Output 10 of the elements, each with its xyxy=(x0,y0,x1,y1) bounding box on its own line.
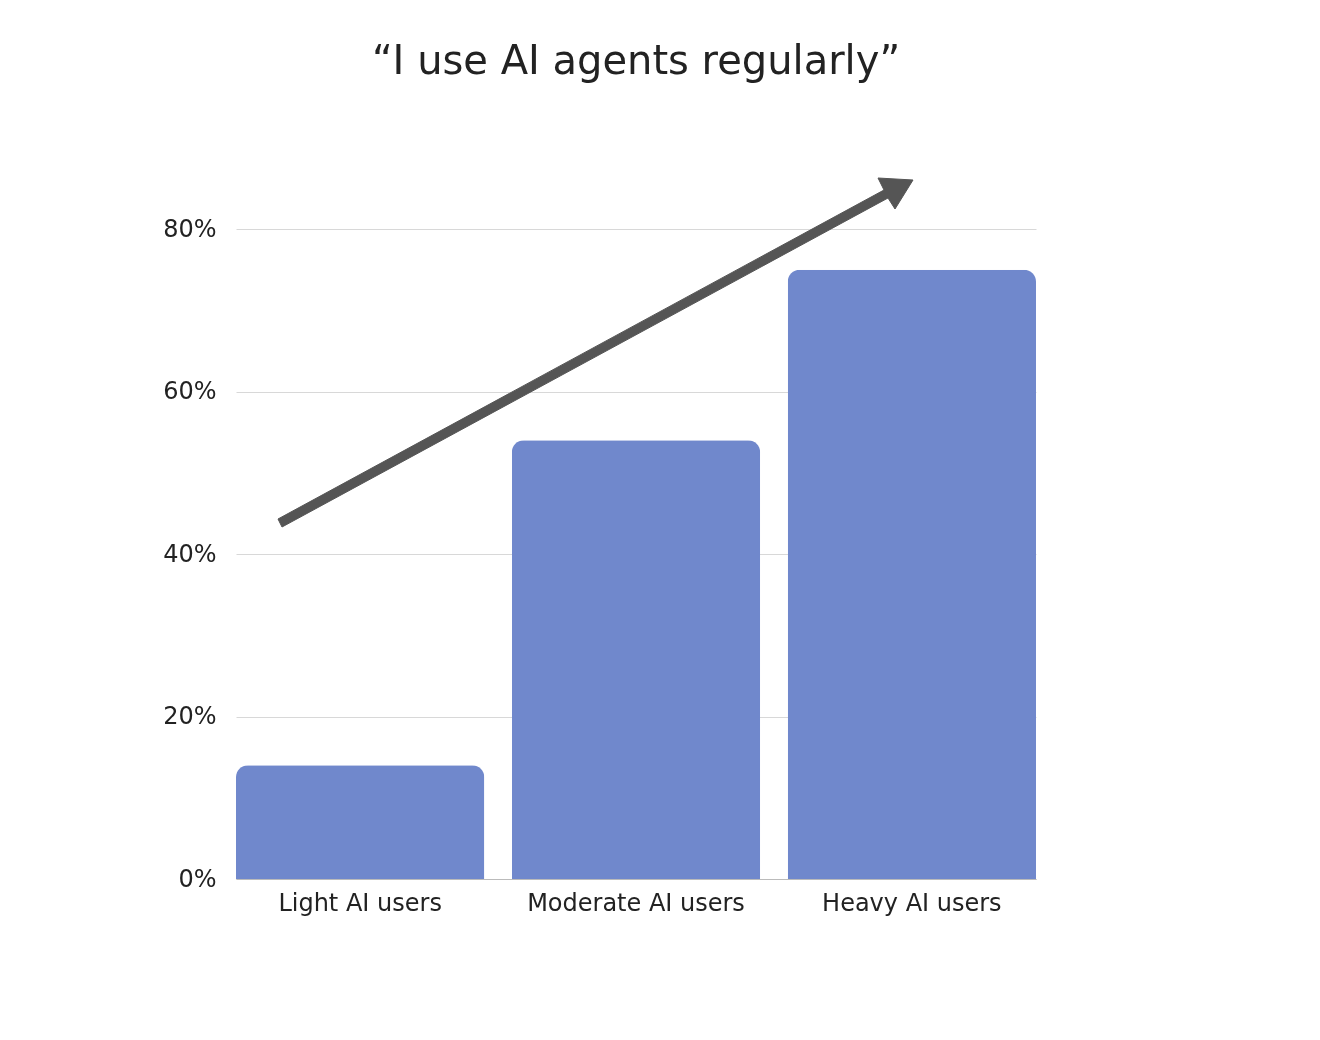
y-tick-label: 60% xyxy=(163,377,217,405)
x-tick-label: Heavy AI users xyxy=(822,888,1002,917)
y-tick-label: 80% xyxy=(163,214,217,243)
chart-title: “I use AI agents regularly” xyxy=(371,37,901,83)
y-tick-label: 40% xyxy=(163,539,217,568)
y-tick-label: 0% xyxy=(178,864,217,893)
bar xyxy=(236,765,485,879)
y-tick-label: 20% xyxy=(163,702,217,730)
x-tick-label: Moderate AI users xyxy=(527,888,745,917)
x-tick-label: Light AI users xyxy=(278,888,442,917)
